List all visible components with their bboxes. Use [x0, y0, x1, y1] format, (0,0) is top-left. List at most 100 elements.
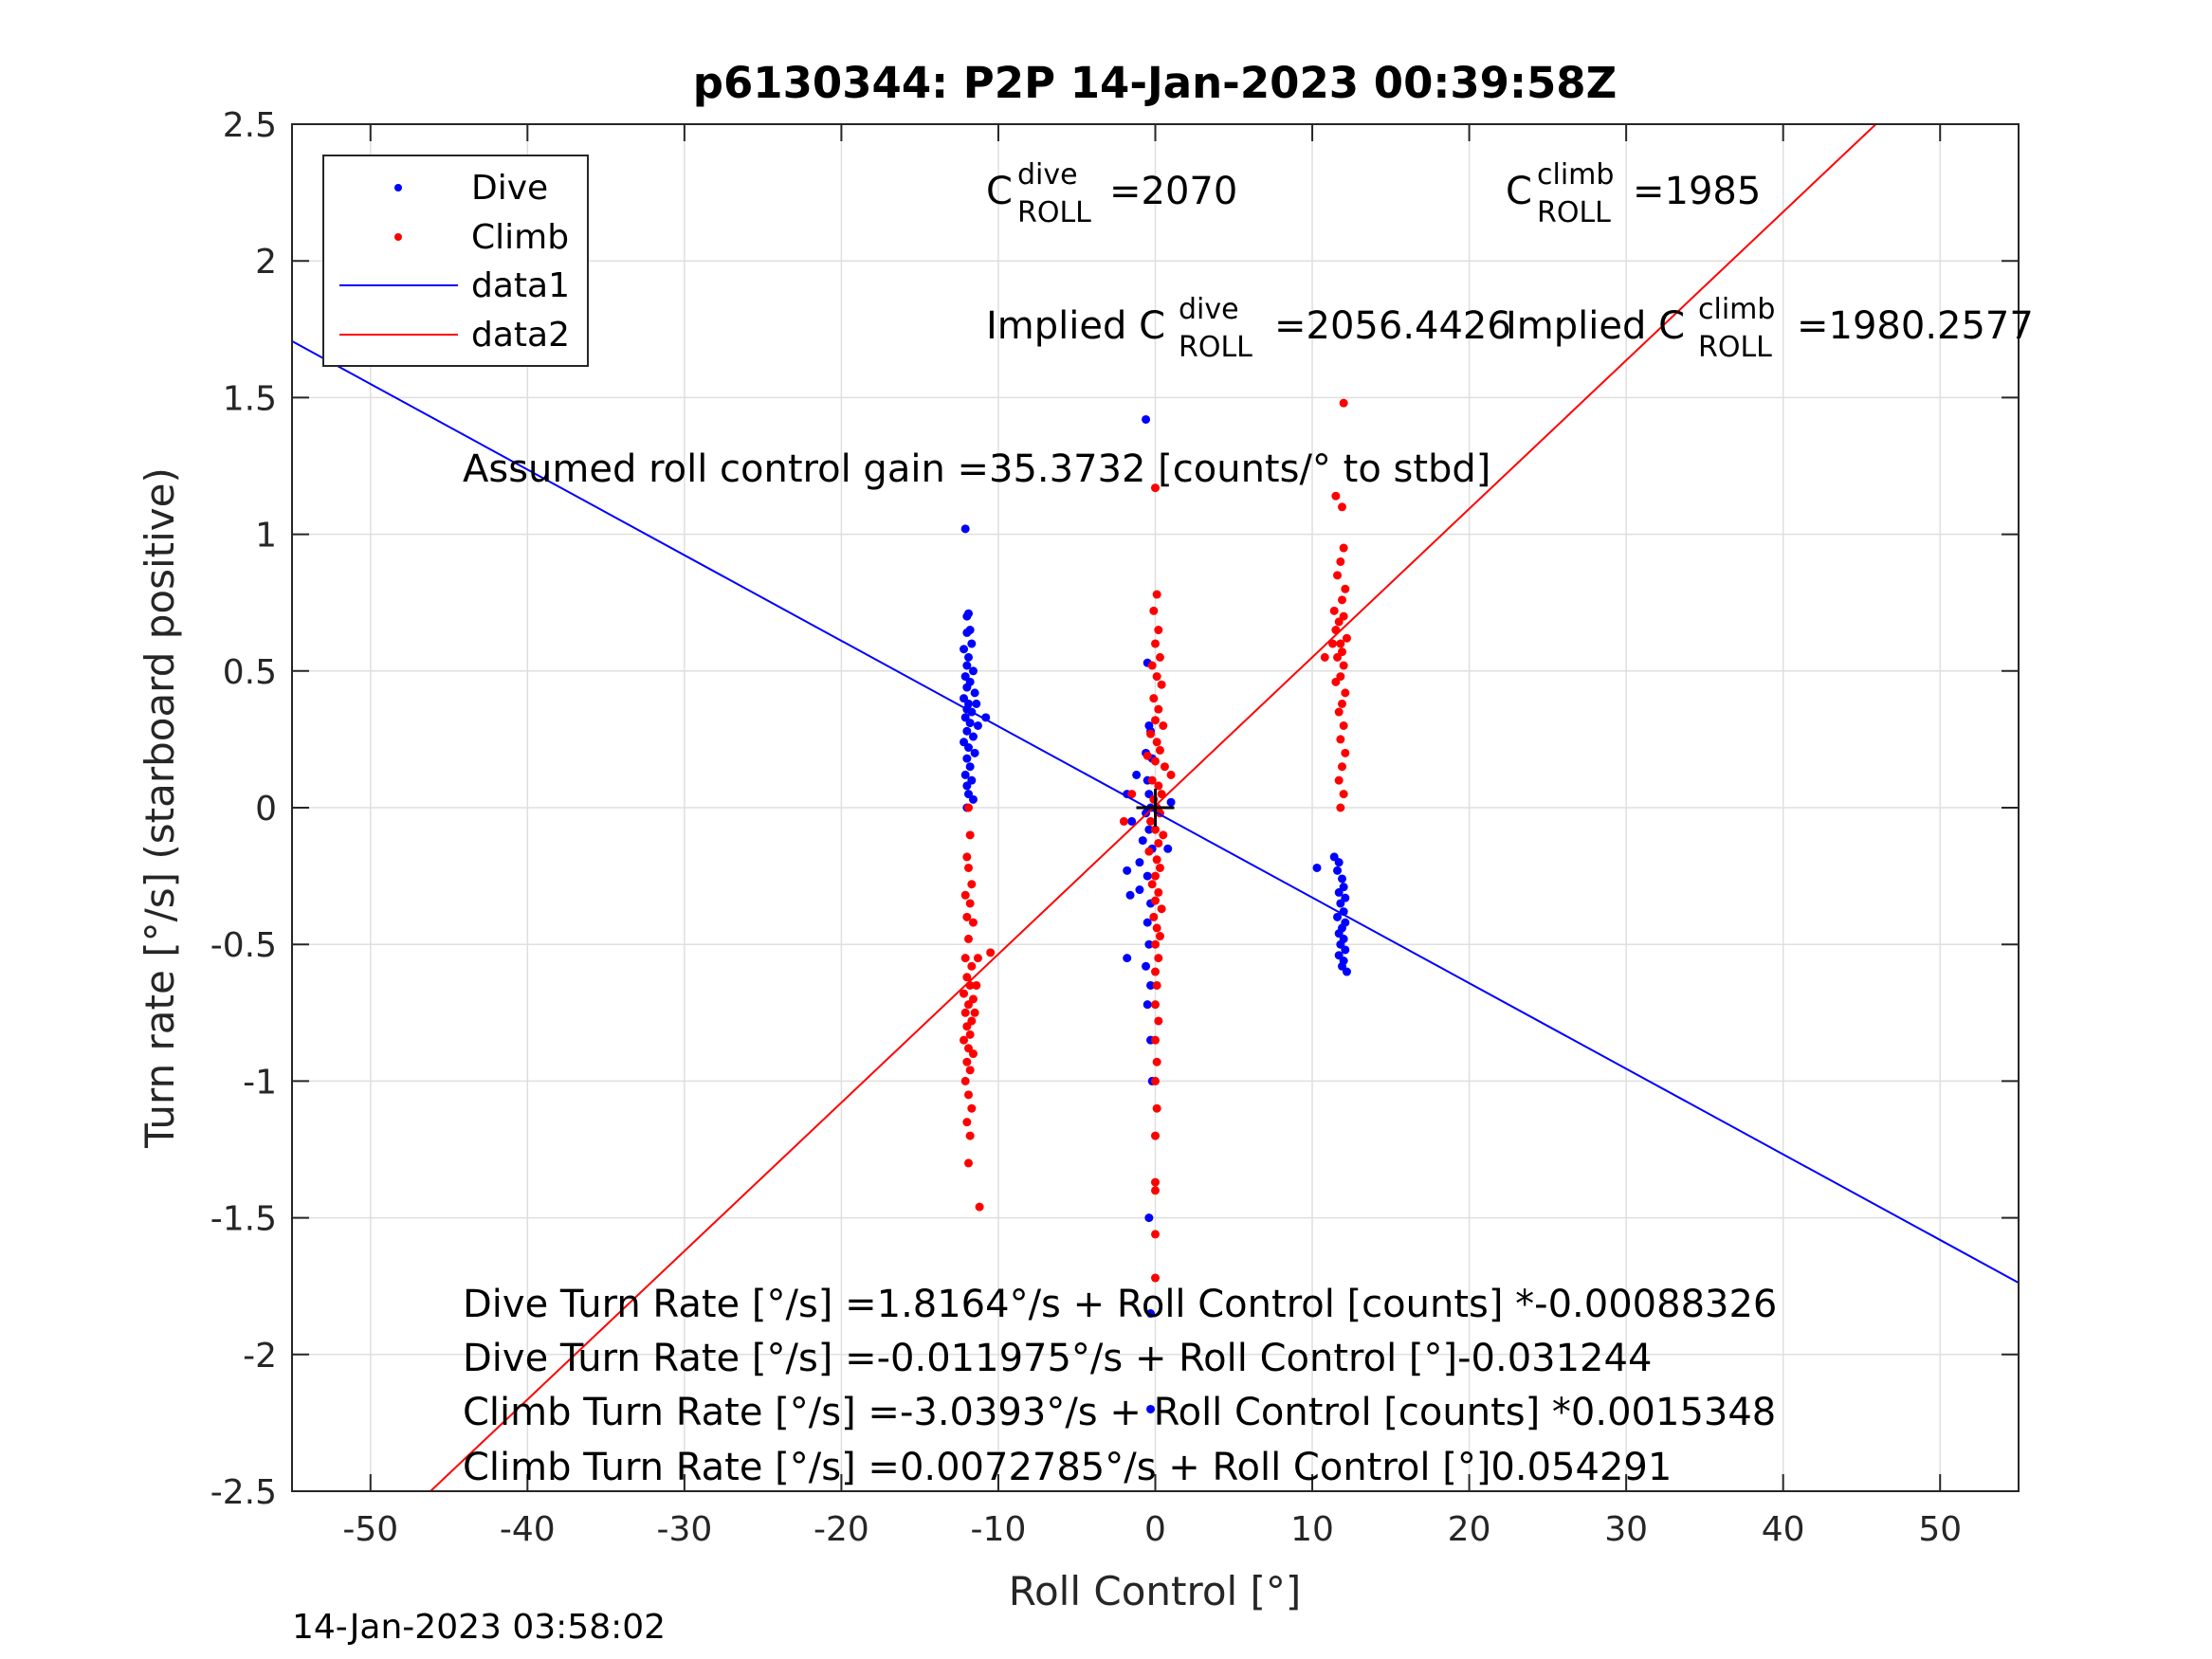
climb-point — [1147, 661, 1157, 670]
climb-point — [962, 852, 972, 862]
dive-point — [1123, 954, 1132, 963]
y-tick-label: 0 — [255, 790, 277, 829]
dive-point — [973, 720, 982, 730]
c-climb-sup: climb — [1537, 158, 1614, 191]
climb-point — [965, 830, 975, 840]
dive-point — [967, 639, 977, 648]
climb-point — [1151, 716, 1160, 725]
y-tick-label: 2 — [255, 243, 277, 282]
dive-point — [1144, 825, 1154, 834]
legend-data1-label: data1 — [471, 266, 570, 305]
climb-point — [1337, 762, 1346, 772]
climb-point — [964, 1000, 974, 1010]
dive-point — [1127, 816, 1137, 826]
dive-point — [960, 770, 970, 779]
climb-point — [960, 1035, 969, 1045]
annotation-implied-climb: Implied C climb ROLL =1980.2577 — [1506, 293, 2034, 364]
dive-point — [1333, 912, 1343, 921]
climb-point — [1336, 639, 1345, 648]
climb-point — [964, 863, 974, 872]
climb-point — [964, 1158, 974, 1168]
climb-point — [1149, 694, 1159, 703]
svg-text:C: C — [986, 170, 1013, 213]
legend-climb-label: Climb — [471, 218, 569, 257]
climb-point — [962, 973, 972, 982]
x-tick-label: -40 — [500, 1510, 556, 1549]
climb-point — [1151, 639, 1160, 648]
implied-climb-base: Implied C — [1506, 304, 1685, 348]
climb-point — [1149, 912, 1159, 921]
climb-point — [1334, 707, 1344, 717]
c-dive-sub: ROLL — [1017, 196, 1091, 229]
climb-point — [1147, 775, 1157, 785]
climb-point — [1151, 1000, 1160, 1010]
climb-point — [1160, 762, 1169, 772]
climb-point — [964, 934, 974, 943]
y-tick-label: 1.5 — [223, 379, 277, 418]
dive-point — [1135, 858, 1144, 867]
climb-point — [1341, 748, 1350, 757]
climb-point — [1151, 1076, 1160, 1085]
climb-point — [1152, 980, 1161, 990]
climb-point — [1154, 954, 1163, 963]
climb-point — [973, 954, 982, 963]
ticks: -50 -40 -30 -20 -10 0 10 20 30 40 50-2.5-2-1.5-1-0… — [210, 106, 2019, 1549]
x-tick-label: 0 — [1144, 1510, 1166, 1549]
x-tick-label: 30 — [1604, 1510, 1648, 1549]
dive-point — [1146, 1309, 1156, 1319]
dive-point — [968, 732, 978, 741]
climb-point — [1339, 661, 1348, 670]
x-tick-label: -50 — [342, 1510, 398, 1549]
dive-point — [1138, 836, 1147, 846]
dive-point — [962, 726, 972, 736]
dive-point — [1337, 874, 1346, 884]
climb-point — [1157, 790, 1166, 799]
climb-point — [1157, 904, 1166, 914]
climb-point — [972, 980, 981, 990]
climb-point — [962, 912, 972, 921]
y-tick-label: -0.5 — [210, 926, 277, 965]
dive-point — [1132, 770, 1142, 779]
climb-point — [968, 1049, 978, 1059]
y-tick-label: -2 — [243, 1337, 277, 1376]
dive-point — [1333, 866, 1343, 875]
climb-point — [1152, 738, 1161, 747]
legend-dive-marker — [394, 184, 402, 191]
climb-point — [1127, 790, 1137, 799]
dive-point — [962, 781, 972, 791]
climb-point — [1151, 967, 1160, 976]
climb-point — [960, 989, 969, 998]
y-tick-label: -2.5 — [210, 1473, 277, 1512]
climb-point — [1329, 606, 1339, 615]
dive-point — [1334, 887, 1344, 897]
x-tick-label: 10 — [1290, 1510, 1334, 1549]
climb-point — [1337, 699, 1346, 708]
implied-dive-sub: ROLL — [1179, 331, 1252, 364]
dive-point — [970, 688, 979, 698]
climb-point — [975, 1202, 984, 1212]
climb-point — [967, 880, 977, 889]
climb-point — [1151, 1131, 1160, 1140]
x-axis-label: Roll Control [°] — [1009, 1568, 1302, 1614]
dive-point — [968, 666, 978, 676]
climb-point — [1336, 735, 1345, 744]
dive-point — [1142, 809, 1151, 818]
climb-point — [1149, 606, 1159, 615]
dive-point — [965, 762, 975, 772]
climb-point — [1339, 720, 1348, 730]
climb-point — [970, 1008, 979, 1017]
dive-point — [964, 743, 974, 753]
implied-climb-sup: climb — [1698, 293, 1775, 326]
climb-point — [1151, 483, 1160, 493]
climb-point — [960, 890, 970, 900]
climb-point — [1320, 652, 1329, 662]
dive-point — [968, 794, 978, 804]
legend-box — [322, 155, 589, 367]
climb-point — [986, 948, 996, 957]
implied-climb-sub: ROLL — [1698, 331, 1772, 364]
fit-line-2: Dive Turn Rate [°/s] =-0.011975°/s + Rol… — [463, 1337, 1652, 1380]
climb-point — [1151, 1035, 1160, 1045]
climb-point — [1339, 790, 1348, 799]
dive-point — [962, 611, 972, 621]
